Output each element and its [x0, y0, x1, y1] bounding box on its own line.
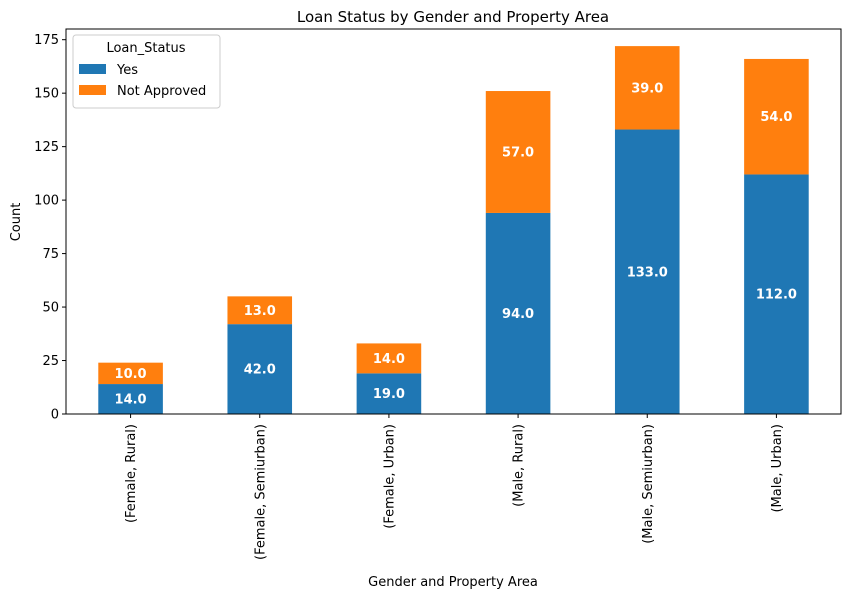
bar-value-label: 14.0 [373, 352, 405, 367]
legend-label-not-approved: Not Approved [117, 84, 206, 99]
bar-value-label: 42.0 [244, 363, 276, 378]
bar-not-approved [98, 362, 163, 385]
bar-value-label: 94.0 [502, 307, 534, 322]
y-tick-label: 150 [34, 87, 59, 102]
bars-layer [98, 46, 809, 414]
bar-not-approved [356, 343, 422, 374]
bar-value-label: 19.0 [373, 387, 405, 402]
bar-value-label: 14.0 [115, 393, 147, 408]
x-tick-label: (Male, Urban) [770, 424, 785, 513]
bar-labels-layer: 14.0 10.0 42.0 13.0 19.0 14.0 94.0 57.0 133.0 39.… [115, 81, 797, 407]
chart-title: Loan Status by Gender and Property Area [297, 8, 609, 26]
y-tick-label: 25 [42, 354, 59, 369]
y-tick-label: 100 [34, 194, 59, 209]
bar-yes [98, 384, 163, 414]
bar-yes [744, 174, 809, 414]
y-tick-label: 50 [42, 301, 59, 316]
legend-frame [72, 34, 221, 109]
bar-value-label: 57.0 [502, 145, 534, 160]
legend-swatch-not-approved [79, 85, 106, 95]
x-axis-title: Gender and Property Area [368, 575, 538, 590]
bar-value-label: 39.0 [631, 81, 663, 96]
x-tick-label: (Male, Semiurban) [641, 424, 656, 544]
bar-value-label: 13.0 [244, 304, 276, 319]
x-tick-label: (Female, Urban) [382, 424, 397, 529]
legend-label-yes: Yes [116, 63, 138, 78]
bar-not-approved [614, 46, 680, 130]
bar-yes [227, 324, 293, 414]
legend-title: Loan_Status [106, 41, 185, 56]
x-axis: (Female, Rural) (Female, Semiurban) (Femal… [124, 414, 785, 560]
bar-yes [485, 212, 551, 414]
bar-yes [356, 373, 422, 414]
y-tick-label: 75 [42, 247, 59, 262]
bar-not-approved [227, 296, 293, 325]
bar-value-label: 133.0 [627, 265, 668, 280]
y-tick-label: 175 [34, 33, 59, 48]
bar-value-label: 10.0 [115, 367, 147, 382]
bar-value-label: 112.0 [756, 288, 797, 303]
y-tick-label: 125 [34, 140, 59, 155]
y-axis: 0 25 50 75 100 125 150 175 [34, 33, 66, 423]
bar-not-approved [485, 91, 551, 213]
bar-not-approved [744, 58, 809, 175]
y-axis-title: Count [9, 203, 24, 242]
bar-value-label: 54.0 [760, 110, 792, 125]
plot-frame [65, 28, 842, 415]
x-tick-label: (Male, Rural) [512, 424, 527, 507]
x-tick-label: (Female, Semiurban) [253, 424, 268, 560]
x-tick-label: (Female, Rural) [124, 424, 139, 523]
bar-yes [614, 129, 680, 414]
legend-swatch-yes [79, 64, 106, 74]
y-tick-label: 0 [51, 408, 59, 423]
legend: Loan_Status Yes Not Approved [72, 34, 221, 109]
